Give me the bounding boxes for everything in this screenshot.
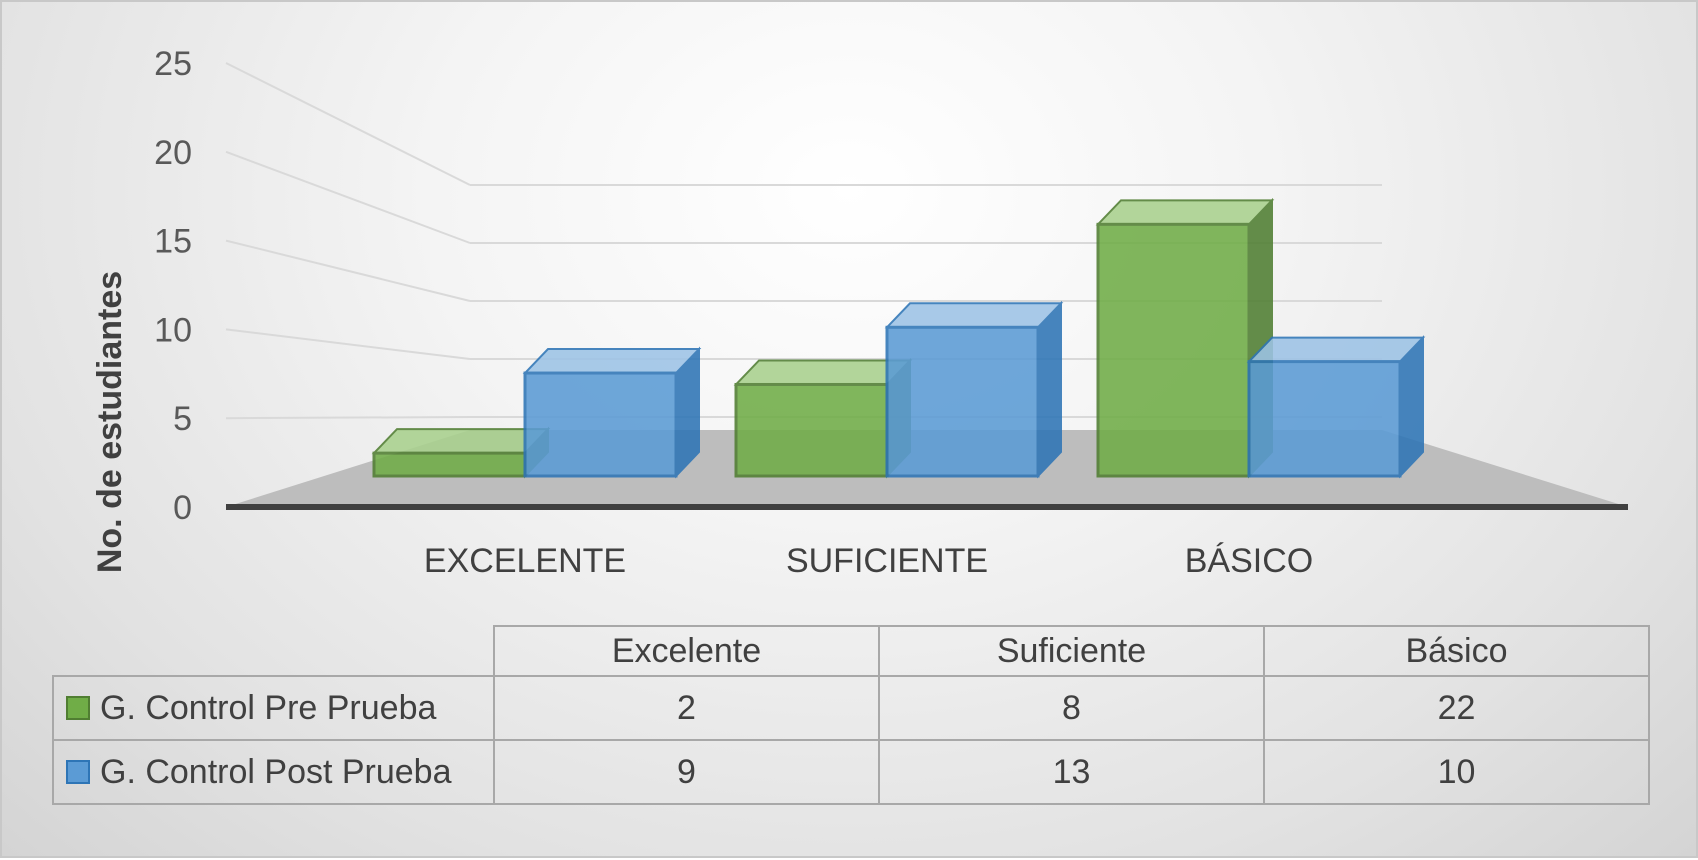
bar-front [885, 325, 1040, 478]
y-tick-label: 20 [154, 134, 192, 172]
table-corner [53, 626, 495, 677]
bar-front [1247, 360, 1402, 478]
bar-side [1037, 300, 1062, 479]
category-labels: EXCELENTE SUFICIENTE BÁSICO [424, 542, 1313, 580]
table-header: Excelente [493, 625, 880, 677]
bar-top [884, 302, 1064, 329]
table-cell: 10 [1263, 739, 1650, 805]
series-name: G. Control Pre Prueba [100, 688, 437, 727]
gridline-side [225, 150, 471, 244]
bars [371, 197, 1426, 479]
x-category-label: BÁSICO [1185, 542, 1313, 580]
bar-top [1246, 336, 1426, 363]
y-axis-ticks: 0 5 10 15 20 25 [154, 45, 192, 527]
table-cell: 13 [878, 739, 1265, 805]
legend-swatch-blue [66, 759, 90, 784]
table-header: Suficiente [878, 625, 1265, 677]
bar-top [522, 348, 702, 375]
bar-top [371, 428, 551, 455]
y-tick-label: 25 [154, 45, 192, 83]
table-row: G. Control Post Prueba 9 13 10 [52, 739, 1650, 805]
bar-1-2 [1246, 335, 1426, 479]
bar-front [1096, 222, 1251, 478]
gridline-side [225, 62, 471, 186]
series-name: G. Control Post Prueba [100, 752, 452, 791]
gridline-side [225, 416, 471, 420]
bar-front [372, 451, 527, 478]
y-tick-label: 10 [154, 311, 192, 349]
bar-0-1 [733, 357, 913, 479]
bar-1-1 [884, 300, 1064, 479]
x-category-label: EXCELENTE [424, 542, 626, 580]
table-header-row: Excelente Suficiente Básico [53, 625, 1650, 677]
y-axis-title: No. de estudiantes [91, 271, 129, 573]
table-header: Básico [1263, 625, 1650, 677]
legend-swatch-green [66, 695, 90, 720]
bar-front [734, 382, 889, 478]
table-row: G. Control Pre Prueba 2 8 22 [52, 675, 1650, 741]
y-tick-label: 0 [173, 489, 192, 527]
data-table: Excelente Suficiente Básico G. Control P… [52, 625, 1650, 805]
bar-top [1095, 199, 1275, 226]
table-cell: 9 [493, 739, 880, 805]
y-tick-label: 15 [154, 223, 192, 261]
table-series-cell: G. Control Post Prueba [52, 739, 495, 805]
bar-1-0 [522, 346, 702, 479]
gridline-side [225, 328, 471, 360]
table-series-cell: G. Control Pre Prueba [52, 675, 495, 741]
bar-front [523, 371, 678, 478]
x-category-label: SUFICIENTE [786, 542, 988, 580]
table-cell: 22 [1263, 675, 1650, 741]
table-cell: 2 [493, 675, 880, 741]
bar-0-2 [1095, 197, 1275, 479]
y-tick-label: 5 [173, 400, 192, 438]
bar-top [733, 359, 913, 386]
gridline-side [225, 239, 471, 302]
bar-0-0 [371, 426, 551, 479]
table-cell: 8 [878, 675, 1265, 741]
